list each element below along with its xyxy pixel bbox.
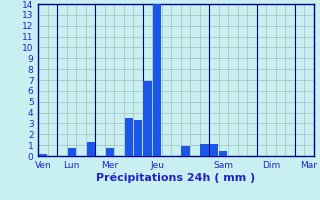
Bar <box>210 144 218 156</box>
Bar <box>86 142 95 156</box>
Bar <box>153 4 161 156</box>
Bar <box>68 148 76 156</box>
Bar <box>181 146 189 156</box>
Bar <box>143 81 152 156</box>
Bar <box>134 120 142 156</box>
Bar <box>106 148 114 156</box>
Bar <box>124 118 132 156</box>
Bar <box>220 151 228 156</box>
Bar <box>200 144 209 156</box>
X-axis label: Précipitations 24h ( mm ): Précipitations 24h ( mm ) <box>96 173 256 183</box>
Bar <box>39 154 47 156</box>
